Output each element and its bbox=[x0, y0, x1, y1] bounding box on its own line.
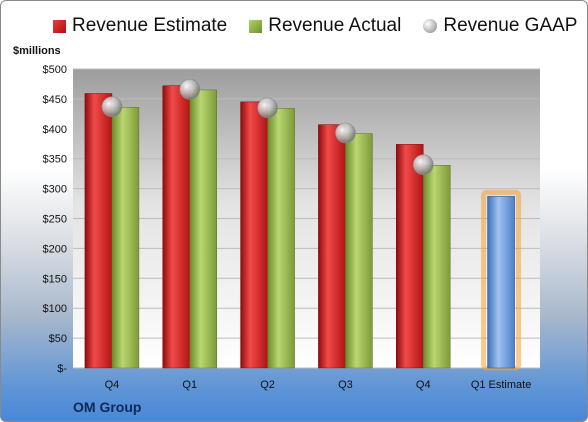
y-tick-label: $- bbox=[57, 363, 67, 375]
point-revenue-gaap bbox=[257, 97, 278, 119]
legend-label-actual: Revenue Actual bbox=[268, 15, 402, 36]
x-tick-label: Q3 bbox=[338, 379, 353, 391]
legend: Revenue Estimate Revenue Actual Revenue … bbox=[53, 15, 577, 37]
y-tick-label: $300 bbox=[43, 184, 67, 196]
bar-revenue-actual bbox=[111, 107, 140, 369]
legend-label-estimate: Revenue Estimate bbox=[72, 15, 228, 36]
y-tick-label: $50 bbox=[49, 333, 67, 345]
bar-revenue-actual bbox=[423, 165, 451, 369]
y-tick-label: $500 bbox=[43, 64, 67, 76]
y-ticks: $- $50 $100 $150 $200 $250 $300 $350 $400 $450 $50… bbox=[43, 64, 68, 375]
company-name: OM Group bbox=[73, 399, 142, 415]
y-tick-label: $350 bbox=[43, 154, 67, 166]
bar-revenue-estimate bbox=[240, 101, 268, 369]
legend-item-revenue-actual: Revenue Actual bbox=[249, 15, 401, 37]
x-ticks: Q4 Q1 Q2 Q3 Q4 Q1 Estimate bbox=[105, 379, 532, 391]
bar-revenue-estimate bbox=[84, 93, 113, 369]
bars bbox=[84, 79, 522, 371]
x-tick-label: Q1 Estimate bbox=[471, 379, 532, 391]
bar-revenue-estimate bbox=[162, 85, 190, 369]
y-tick-label: $250 bbox=[43, 214, 67, 226]
bar-revenue-estimate bbox=[396, 144, 424, 369]
x-tick-label: Q1 bbox=[182, 379, 197, 391]
bar-revenue-actual bbox=[267, 108, 295, 369]
x-tick-label: Q4 bbox=[105, 379, 120, 391]
y-tick-label: $400 bbox=[43, 124, 67, 136]
gridlines bbox=[73, 68, 540, 369]
y-tick-label: $100 bbox=[43, 303, 67, 315]
x-tick-label: Q2 bbox=[260, 379, 275, 391]
legend-swatch-actual bbox=[249, 19, 263, 33]
bar-q1-estimate bbox=[487, 196, 515, 369]
point-revenue-gaap bbox=[101, 96, 123, 117]
x-tick-label: Q4 bbox=[416, 379, 431, 391]
point-revenue-gaap bbox=[335, 122, 356, 144]
point-revenue-gaap bbox=[412, 154, 434, 175]
legend-item-revenue-estimate: Revenue Estimate bbox=[53, 15, 227, 37]
legend-item-revenue-gaap: Revenue GAAP bbox=[423, 15, 577, 37]
y-tick-label: $150 bbox=[43, 273, 67, 285]
legend-swatch-estimate bbox=[53, 19, 66, 33]
bar-revenue-actual bbox=[345, 133, 373, 369]
bar-revenue-estimate bbox=[318, 124, 346, 369]
y-tick-label: $200 bbox=[43, 243, 67, 255]
point-revenue-gaap bbox=[179, 79, 201, 100]
y-tick-label: $450 bbox=[43, 94, 67, 106]
legend-label-gaap: Revenue GAAP bbox=[443, 15, 578, 36]
y-axis-label: $millions bbox=[13, 45, 61, 57]
legend-swatch-gaap bbox=[423, 19, 438, 33]
bar-revenue-actual bbox=[189, 89, 217, 369]
